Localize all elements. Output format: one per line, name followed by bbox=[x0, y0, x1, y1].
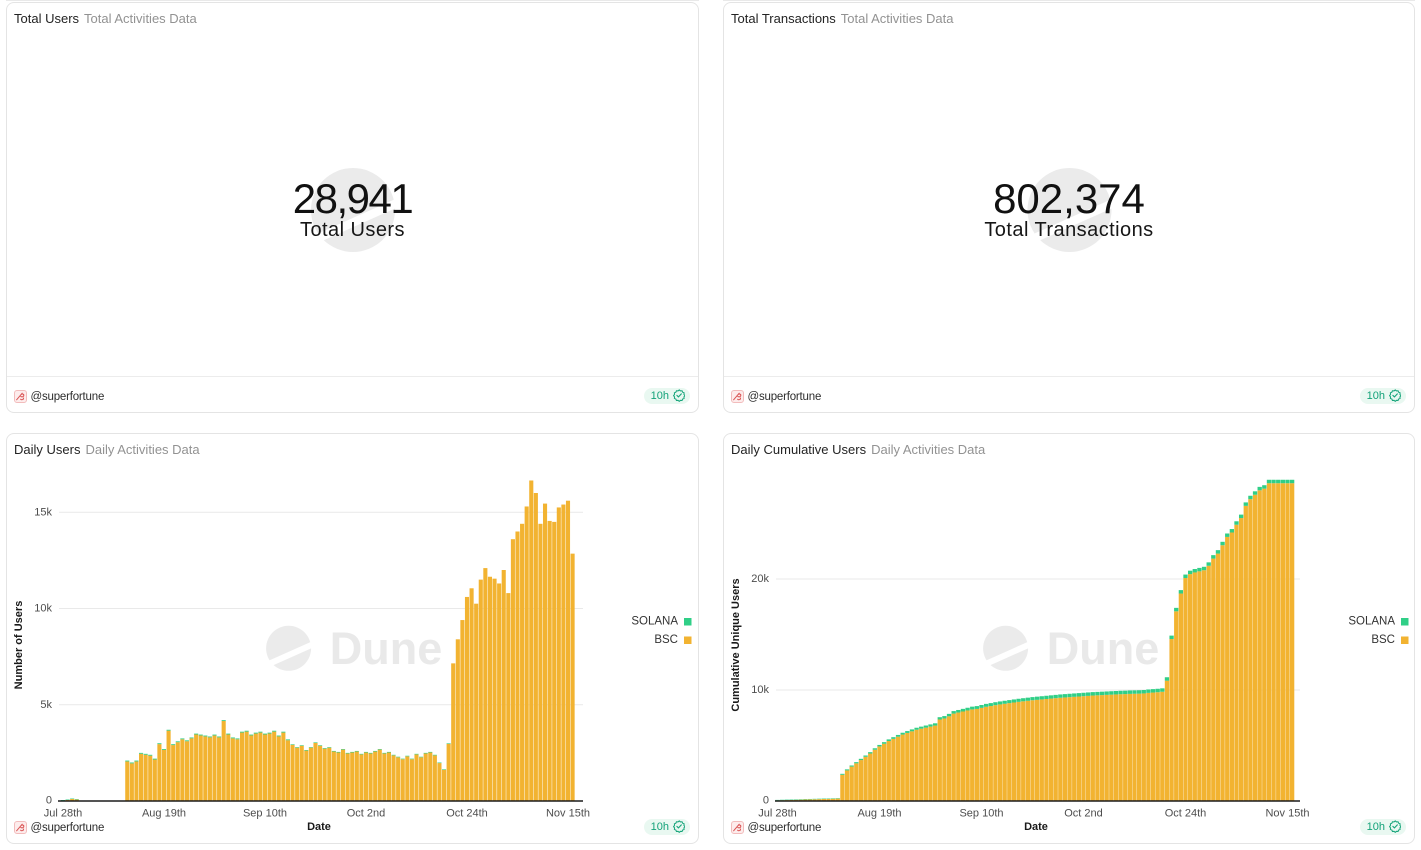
svg-text:Dune: Dune bbox=[1047, 623, 1160, 674]
svg-text:BSC: BSC bbox=[1371, 634, 1395, 646]
svg-text:15k: 15k bbox=[34, 506, 52, 518]
svg-text:Sep 10th: Sep 10th bbox=[243, 808, 287, 820]
svg-text:Oct 24th: Oct 24th bbox=[1165, 808, 1207, 820]
svg-text:BSC: BSC bbox=[654, 634, 678, 646]
svg-text:Jul 28th: Jul 28th bbox=[758, 808, 797, 820]
svg-text:0: 0 bbox=[763, 795, 769, 807]
svg-text:Oct 24th: Oct 24th bbox=[446, 808, 488, 820]
svg-text:Nov 15th: Nov 15th bbox=[546, 808, 590, 820]
svg-text:20k: 20k bbox=[751, 573, 769, 585]
svg-text:Date: Date bbox=[1024, 821, 1048, 833]
svg-text:Date: Date bbox=[307, 821, 331, 833]
svg-text:Dune: Dune bbox=[330, 623, 443, 674]
svg-text:Aug 19th: Aug 19th bbox=[857, 808, 901, 820]
svg-text:Number of Users: Number of Users bbox=[13, 601, 25, 690]
svg-text:Oct 2nd: Oct 2nd bbox=[1064, 808, 1103, 820]
svg-text:SOLANA: SOLANA bbox=[631, 616, 678, 628]
svg-text:Cumulative Unique Users: Cumulative Unique Users bbox=[730, 578, 742, 711]
svg-text:5k: 5k bbox=[40, 699, 52, 711]
svg-text:10k: 10k bbox=[34, 603, 52, 615]
svg-text:10k: 10k bbox=[751, 684, 769, 696]
svg-text:Aug 19th: Aug 19th bbox=[142, 808, 186, 820]
svg-text:Jul 28th: Jul 28th bbox=[44, 808, 83, 820]
svg-text:Nov 15th: Nov 15th bbox=[1265, 808, 1309, 820]
svg-text:Oct 2nd: Oct 2nd bbox=[347, 808, 386, 820]
svg-text:0: 0 bbox=[46, 795, 52, 807]
svg-text:SOLANA: SOLANA bbox=[1348, 616, 1395, 628]
svg-text:Sep 10th: Sep 10th bbox=[959, 808, 1003, 820]
